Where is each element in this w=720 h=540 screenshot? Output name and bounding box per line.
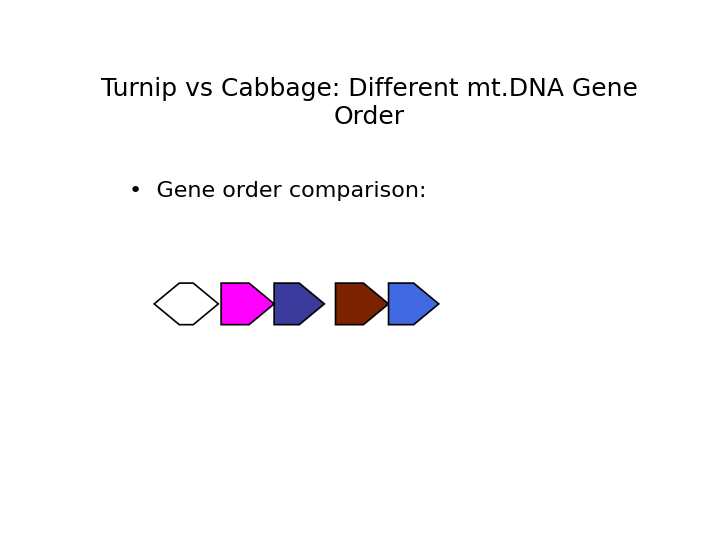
Text: •  Gene order comparison:: • Gene order comparison: (129, 181, 426, 201)
Polygon shape (336, 283, 389, 325)
Polygon shape (154, 283, 218, 325)
Polygon shape (389, 283, 438, 325)
Polygon shape (221, 283, 274, 325)
Polygon shape (274, 283, 324, 325)
Text: Turnip vs Cabbage: Different mt.DNA Gene
Order: Turnip vs Cabbage: Different mt.DNA Gene… (101, 77, 637, 129)
